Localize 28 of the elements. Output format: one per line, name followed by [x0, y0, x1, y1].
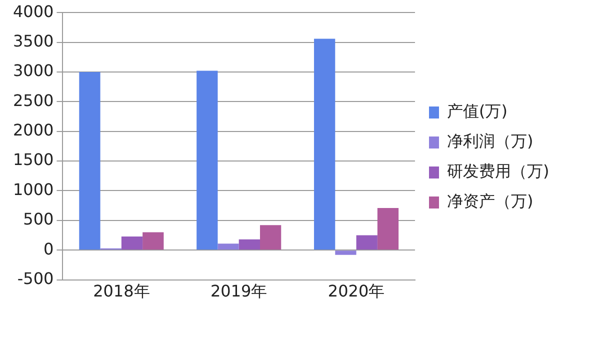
y-tick-label: 0: [44, 239, 54, 258]
bar: [121, 236, 143, 250]
bar: [377, 208, 399, 250]
y-tick-label: 3000: [13, 61, 54, 80]
y-tick-label: 3500: [13, 31, 54, 50]
bar: [356, 235, 378, 250]
legend-label: 产值(万): [447, 102, 508, 121]
y-tick-label: 4000: [13, 2, 54, 21]
legend-label: 研发费用（万): [447, 162, 550, 181]
bar: [314, 38, 336, 250]
bar: [218, 244, 239, 250]
bar: [335, 250, 356, 255]
y-tick-label: 2000: [13, 120, 54, 140]
bar: [260, 225, 282, 250]
legend-label: 净利润（万): [447, 132, 534, 151]
y-tick-label: -500: [17, 268, 54, 288]
x-tick-label: 2018年: [93, 282, 150, 301]
y-tick-label: 500: [23, 210, 54, 229]
x-tick-label: 2019年: [210, 282, 268, 301]
bar: [238, 239, 260, 250]
legend-label: 净资产（万): [447, 192, 534, 211]
y-tick-label: 1000: [13, 180, 54, 199]
x-tick-label: 2020年: [328, 282, 385, 301]
y-tick-label: 2500: [13, 90, 54, 110]
y-tick-label: 1500: [13, 150, 54, 170]
bar: [79, 72, 100, 250]
bar: [142, 232, 164, 250]
bar: [196, 70, 218, 250]
